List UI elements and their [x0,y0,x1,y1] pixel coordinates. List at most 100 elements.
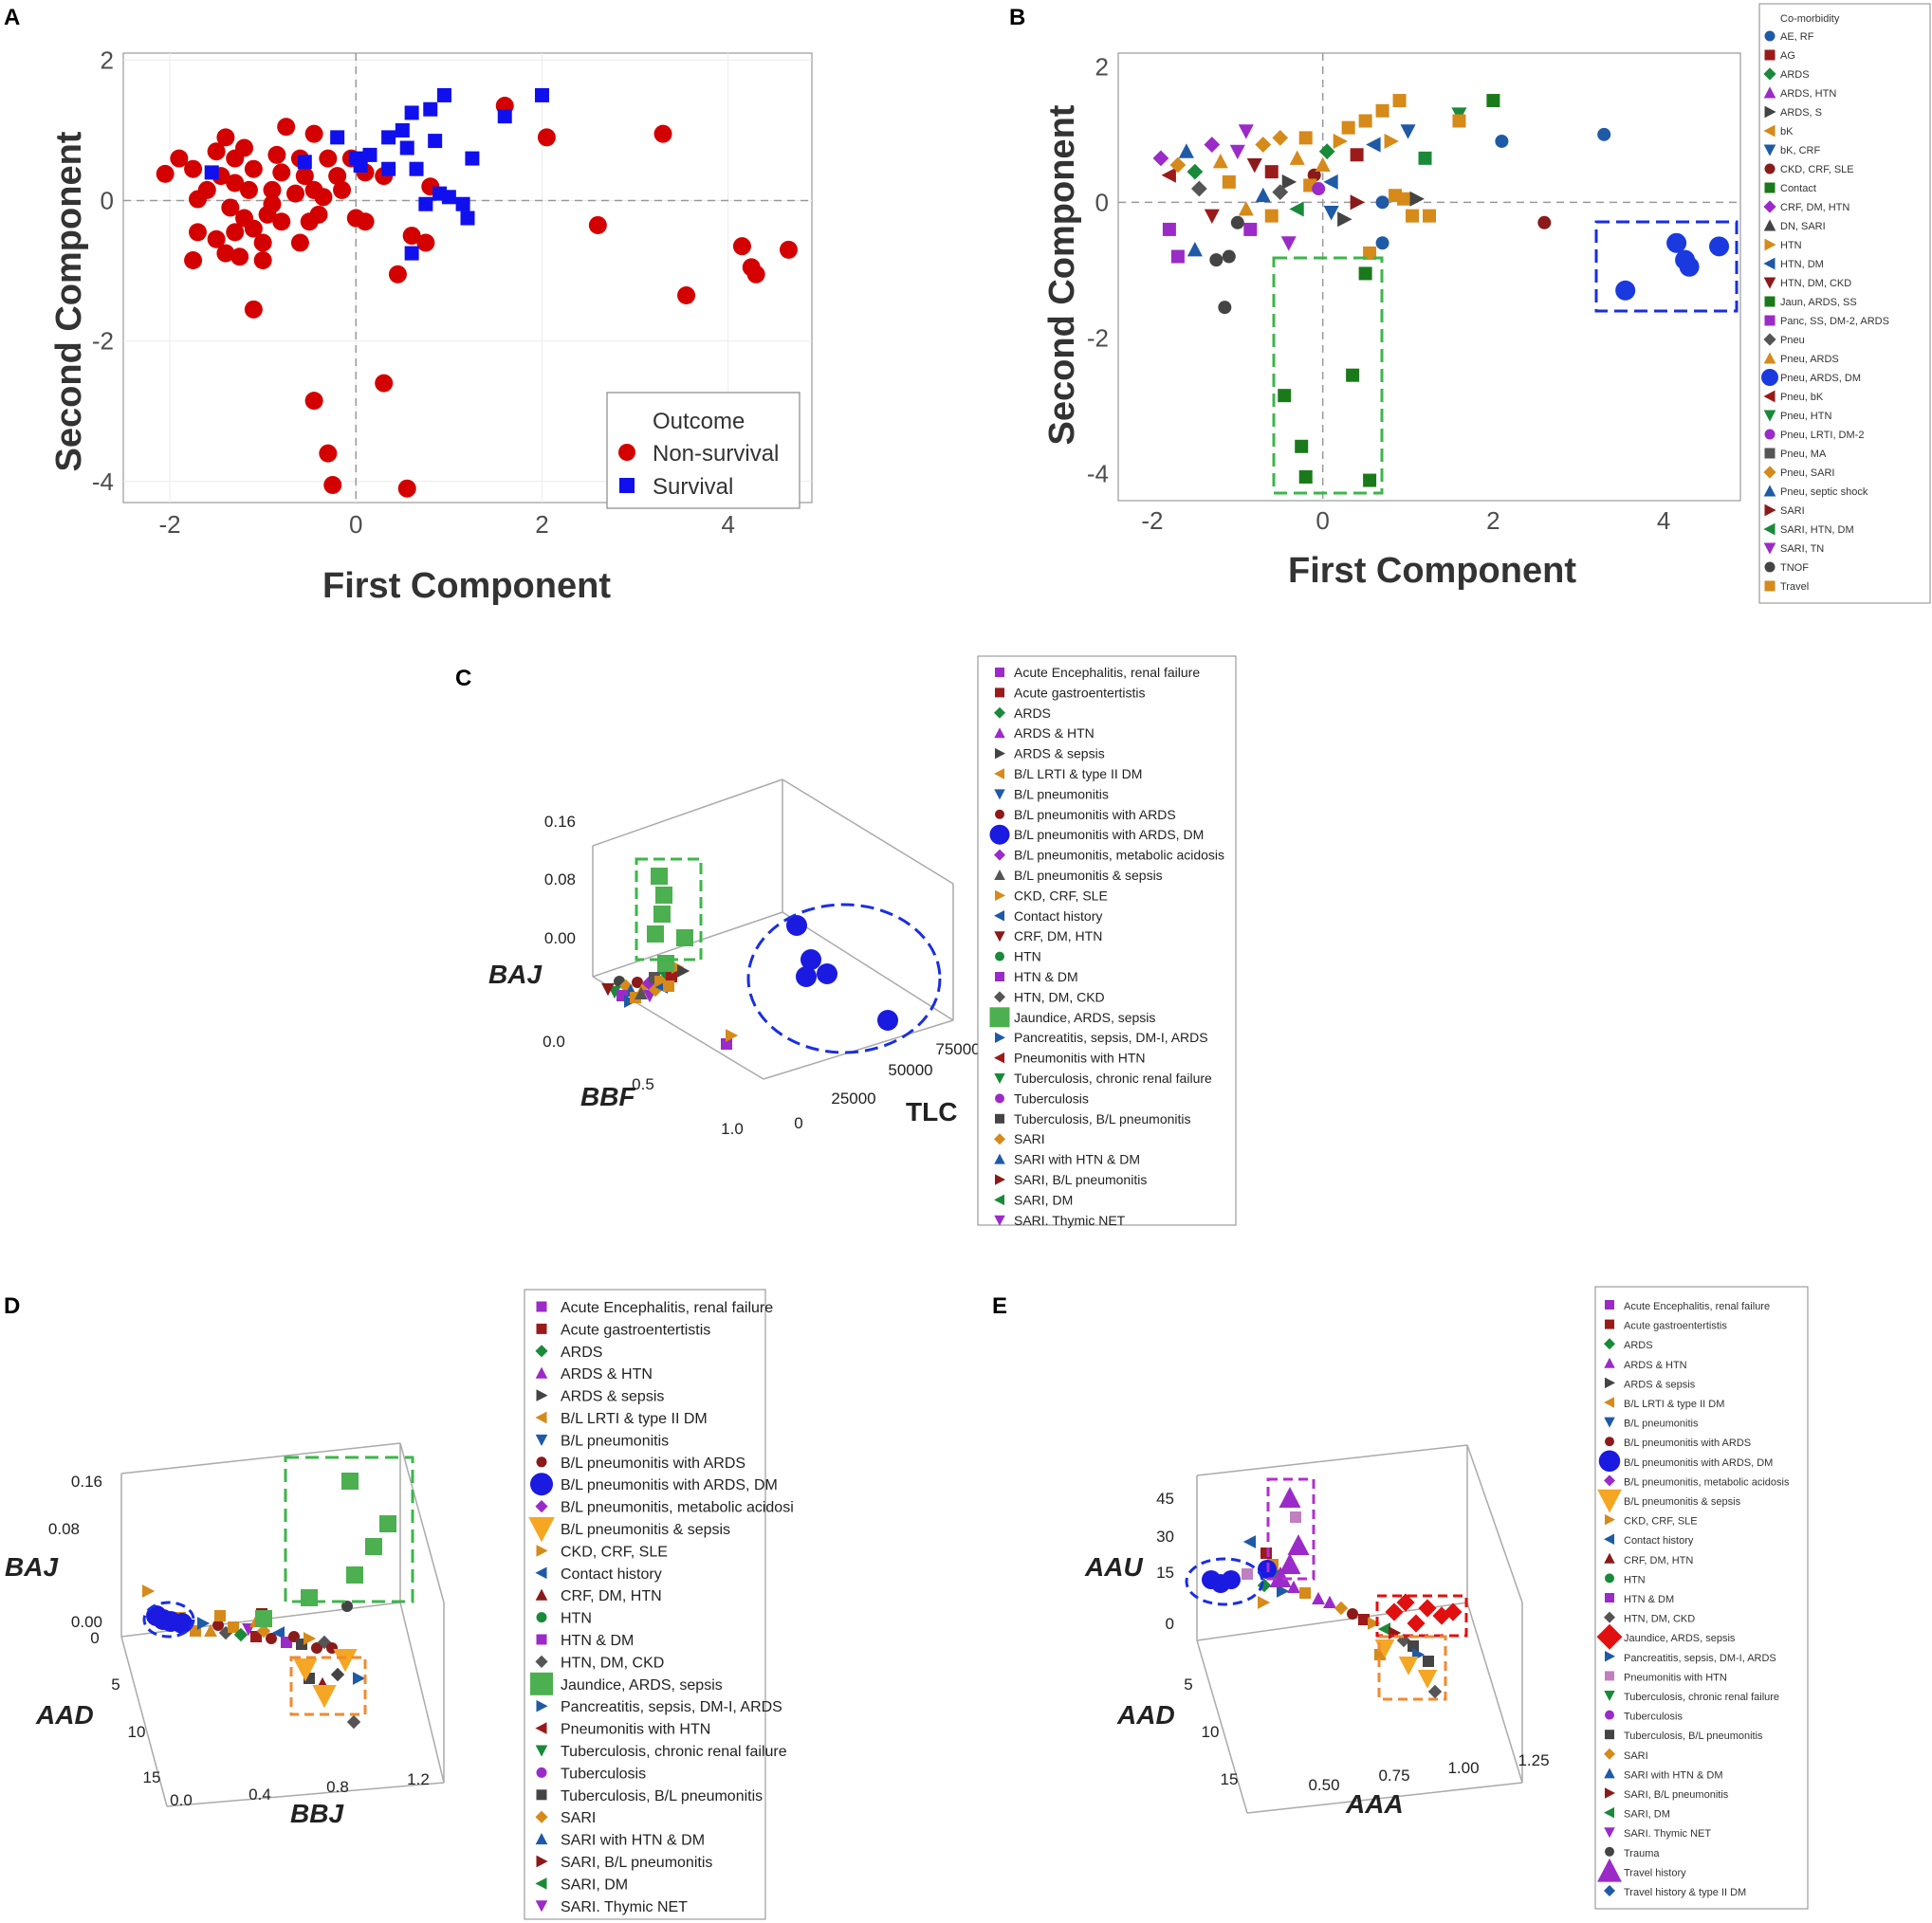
legend-label: ARDS & HTN [1624,1360,1687,1371]
marks-b [1152,94,1730,487]
legend-label: SARI. Thymic NET [561,1899,688,1915]
y-tick-label: -2 [92,327,114,356]
legend-label: Acute gastroentertistis [561,1322,710,1338]
point-survival [404,105,419,120]
legend-marker [1764,504,1776,517]
legend-marker [1761,369,1778,386]
legend-marker [535,1434,548,1446]
axis-title-z-d: BAJ [5,1552,59,1582]
point [1675,249,1696,270]
legend-label: CRF, DM, HTN [561,1588,662,1604]
point-survival [455,196,470,211]
legend-label: AG [1780,50,1795,62]
legend-label: SARI, DM [1624,1809,1670,1821]
legend-marker [995,747,1005,760]
point [1298,469,1313,484]
z-tick-label: 0.08 [544,870,576,888]
legend-marker [535,1588,548,1601]
y-tick-label: 0 [101,187,114,215]
point-nonsurvival [226,223,245,242]
point-survival [381,130,396,145]
point-pneu-sepsis [293,1658,318,1682]
x-tick-label: 50000 [888,1061,932,1079]
x-tick-label: 75000 [935,1040,980,1058]
highlight-box-green-d [284,1456,414,1603]
legend-label: Contact [1780,183,1816,194]
panel-label-c: C [455,666,471,691]
point-nonsurvival [653,124,672,143]
legend-marker [536,1767,547,1778]
panel-e: 45 30 15 0 5 10 15 0.50 0.75 1.00 1.25 AAU AAD AAA… [1084,1286,1809,1910]
point-nonsurvival [742,258,761,277]
legend-label: CKD, CRF, SLE [561,1544,668,1560]
legend-label: SARI, DM [1014,1192,1073,1207]
legend-label: Pancreatitis, sepsis, DM-I, ARDS [561,1699,782,1715]
point-jaundice [676,929,693,946]
box3d-e [1196,1444,1523,1814]
legend-marker [1605,1573,1614,1584]
legend-marker [1763,124,1776,137]
y-tick-label: 5 [111,1676,120,1694]
point [1323,206,1339,221]
legend-marker [1605,1300,1614,1309]
legend-marker [994,789,1005,800]
legend-label: SARI. Thymic NET [1624,1828,1711,1840]
legend-marker [536,1612,547,1623]
legend-label: Panc, SS, DM-2, ARDS [1780,316,1889,327]
point [632,977,643,988]
point-nonsurvival [323,475,342,494]
legend-label: HTN [1624,1574,1646,1585]
ticks-d: 0.16 0.08 0.000 5 10 15 0.0 0.4 0.8 1.2 [48,1473,430,1809]
point-pneu-ards-dm [817,963,837,984]
legend-marker [1596,1623,1623,1650]
legend-label: HTN, DM, CKD [1624,1614,1695,1625]
legend-label: Contact history [1014,908,1102,924]
legend-marker [994,849,1005,861]
legend-marker [1605,1671,1614,1681]
legend-c: Acute Encephalitis, renal failure Acute g… [989,665,1224,1228]
legend-label: HTN, DM [1780,259,1824,270]
point-nonsurvival [170,149,189,168]
point-nonsurvival [263,180,282,199]
highlight-box-purple-e [1266,1477,1316,1581]
legend-marker [1764,105,1776,119]
highlight-box-green-b [1272,256,1384,495]
point [1423,1656,1434,1667]
x-tick-label: 0.50 [1308,1776,1339,1794]
point [1255,137,1272,153]
marks-e [1202,1487,1463,1699]
legend-marker [1605,1730,1614,1740]
panel-b: -2 0 2 4 2 0 -2 -4 First Component Second Compo… [1042,3,1931,604]
legend-label: SARI, DM [561,1877,628,1893]
x-tick-label: 4 [721,510,734,539]
legend-marker [1763,67,1776,81]
legend-label: Tuberculosis [561,1766,646,1782]
axis-title-z-c: BAJ [488,960,543,989]
point [228,1621,239,1633]
legend-marker [536,1456,547,1468]
point-nonsurvival [388,265,407,284]
z-tick-label: 0.00 [71,1613,102,1631]
x-tick-label: 1.25 [1518,1751,1549,1769]
point [204,1623,217,1637]
point-nonsurvival [184,159,203,178]
legend-title-a: Outcome [653,409,745,434]
highlight-box-red-e [1375,1594,1468,1638]
legend-label: Tuberculosis, chronic renal failure [1014,1071,1212,1086]
legend-marker [1604,1397,1614,1408]
legend-label: ARDS [561,1345,602,1361]
legend-label: HTN [561,1611,592,1627]
marks-c [601,868,898,1050]
point-nonsurvival [397,479,416,498]
point [341,1601,353,1612]
legend-marker [1763,466,1776,479]
legend-marker [1604,1827,1615,1839]
legend-label: B/L pneumonitis with ARDS [561,1456,745,1472]
point [1334,1601,1349,1616]
legend-marker [536,1789,547,1801]
legend-marker [994,910,1004,922]
point [1358,114,1372,128]
legend-marker [535,1345,548,1358]
legend-marker [1604,1417,1615,1428]
legend-label: Pneumonitis with HTN [1624,1672,1727,1683]
